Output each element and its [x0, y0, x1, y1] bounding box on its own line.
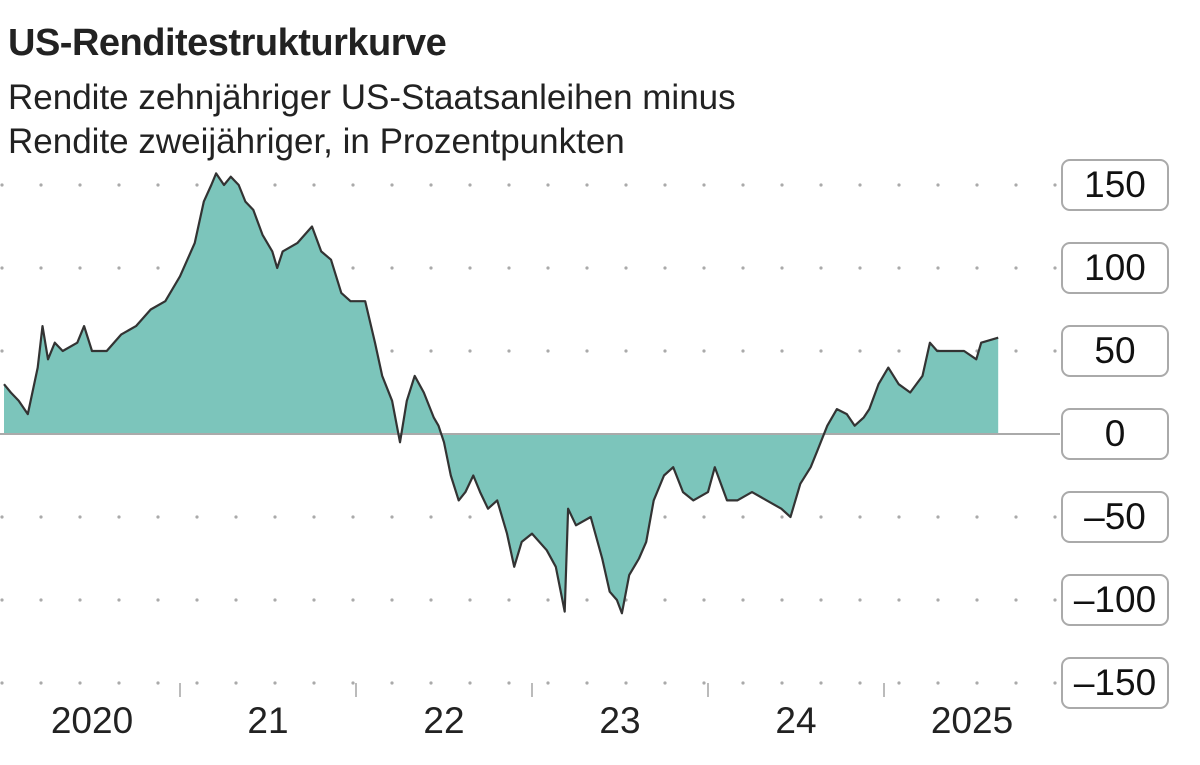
subtitle-line-2: Rendite zweijähriger, in Prozentpunkten [8, 122, 625, 161]
gridline-100 [0, 266, 1057, 270]
gridline-150 [0, 183, 1057, 187]
y-tick-label: 50 [1061, 325, 1169, 377]
spread-area [4, 173, 999, 614]
chart-title: US-Renditestrukturkurve [8, 22, 447, 64]
y-tick-label: 150 [1061, 159, 1169, 211]
x-tick-label: 22 [423, 700, 465, 741]
x-tick-marks [179, 683, 885, 697]
y-tick-label: –150 [1061, 657, 1169, 709]
subtitle-line-1: Rendite zehnjähriger US-Staatsanleihen m… [8, 78, 736, 117]
y-tick-label: –50 [1061, 491, 1169, 543]
x-tick-label: 24 [775, 700, 817, 741]
x-tick-label: 23 [599, 700, 641, 741]
chart-subtitle: Rendite zehnjähriger US-Staatsanleihen m… [8, 76, 1008, 164]
x-tick-label: 2020 [50, 700, 134, 741]
gridline--150 [0, 681, 1057, 685]
y-tick-label: 100 [1061, 242, 1169, 294]
y-tick-label: 0 [1061, 408, 1169, 460]
gridlines [0, 183, 1057, 685]
y-tick-label: –100 [1061, 574, 1169, 626]
x-tick-label: 2025 [930, 700, 1014, 741]
spread-line [3, 172, 999, 615]
gridline--100 [0, 598, 1057, 602]
x-tick-label: 21 [247, 700, 289, 741]
